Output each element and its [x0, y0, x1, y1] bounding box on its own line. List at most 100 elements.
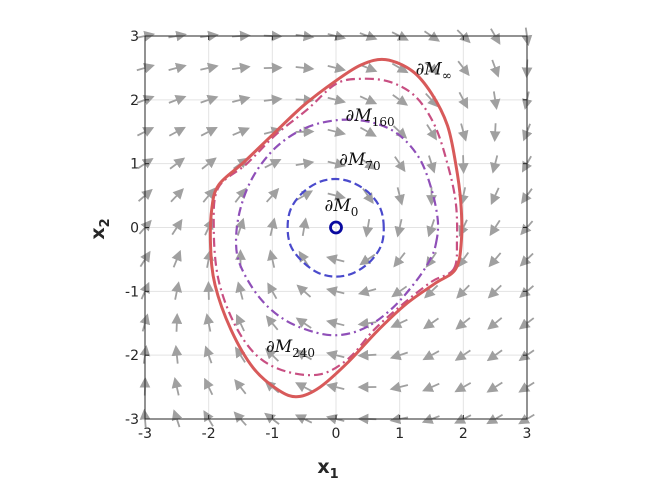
annotation-minf: ∂M∞	[416, 59, 452, 82]
vector-field-arrow	[486, 381, 503, 393]
vector-field-arrow	[488, 252, 502, 268]
y-tick-label: 1	[130, 157, 139, 173]
vector-field-arrow	[232, 126, 250, 137]
vector-field-arrow	[171, 344, 183, 364]
vector-field-arrow	[296, 284, 312, 298]
vector-field-arrow	[425, 92, 439, 108]
annotation-m240: ∂M240	[266, 337, 315, 360]
vector-field-arrow	[489, 91, 501, 111]
vector-field-arrow	[326, 318, 345, 329]
vector-field-arrow	[490, 155, 501, 174]
vector-field-arrow	[424, 61, 440, 75]
vector-field-arrow	[391, 62, 409, 74]
vector-field-arrow	[327, 190, 346, 201]
vector-field-arrow	[389, 381, 409, 393]
curve-m0	[286, 177, 385, 278]
vector-field-arrow	[264, 158, 282, 169]
y-tick-label: -2	[125, 348, 139, 364]
vector-field-arrow	[426, 124, 437, 141]
vector-field-arrow	[457, 60, 470, 77]
vector-field-arrow	[454, 349, 471, 361]
vector-field-arrow	[202, 187, 216, 203]
y-tick-label: 0	[130, 221, 139, 237]
vector-field-arrow	[357, 286, 377, 297]
vector-field-arrow	[232, 94, 251, 106]
vector-field-arrow	[456, 284, 470, 299]
vector-field-arrow	[426, 155, 437, 174]
vector-field-arrow	[201, 157, 217, 170]
vector-field-arrow	[203, 345, 214, 364]
vector-field-arrow	[267, 249, 278, 268]
vector-field-arrow	[393, 252, 406, 268]
vector-field-arrow	[295, 317, 312, 329]
vector-field-arrow	[295, 158, 315, 170]
vector-field-arrow	[357, 349, 377, 361]
x-tick-label: -1	[265, 426, 279, 442]
vector-field-arrow	[457, 123, 469, 142]
annotation-m70: ∂M70	[339, 150, 380, 173]
vector-field-arrow	[422, 381, 440, 392]
vector-field-arrow	[357, 317, 377, 329]
y-tick-label: -1	[125, 284, 139, 300]
annotation-m0: ∂M0	[325, 196, 359, 219]
vector-field-arrow	[327, 126, 346, 137]
level-set-curves	[208, 57, 464, 399]
vector-field-arrow	[327, 94, 346, 105]
vector-field-arrow	[489, 123, 501, 143]
vector-field-arrow	[295, 349, 312, 361]
vector-field-arrow	[203, 313, 215, 332]
vector-field-arrow	[234, 378, 247, 395]
vector-field-arrow	[200, 94, 219, 106]
vector-field-arrow	[235, 281, 246, 300]
vector-field-arrow	[490, 187, 501, 205]
curve-minf	[208, 57, 464, 399]
vector-field-arrow	[394, 156, 406, 173]
vector-field-arrow	[326, 286, 345, 297]
equilibrium-marker	[329, 220, 343, 235]
vector-field-arrow	[486, 349, 503, 362]
vector-field-arrow	[487, 284, 502, 299]
vector-field-arrow	[168, 126, 186, 137]
annotation-m160: ∂M160	[346, 106, 395, 129]
curve-annotations: ∂M∞ ∂M160 ∂M70 ∂M0 ∂M240	[266, 59, 452, 360]
y-tick-label: 2	[130, 93, 139, 109]
vector-field-arrow	[359, 94, 378, 105]
vector-field-arrow	[362, 188, 374, 205]
vector-field-arrow	[298, 250, 310, 268]
vector-field-arrow	[487, 317, 503, 330]
y-tick-label: 3	[130, 29, 139, 45]
vector-field-arrow	[265, 187, 280, 203]
curve-m160	[212, 77, 459, 377]
vector-field-arrow	[264, 347, 280, 362]
vector-field-arrow	[200, 62, 219, 74]
vector-field-arrow	[267, 282, 278, 300]
vector-field-arrow	[326, 381, 345, 393]
vector-field-arrow	[362, 218, 374, 238]
y-axis-label: x2	[87, 218, 113, 239]
vector-field-arrow	[168, 62, 187, 74]
vector-field-arrow	[359, 253, 376, 266]
vector-field-arrow	[360, 157, 377, 170]
vector-field-arrow	[327, 158, 346, 169]
vector-field-arrow	[170, 188, 184, 203]
vector-field-arrow	[389, 349, 409, 361]
vector-field-arrow	[489, 219, 501, 237]
vector-field-arrow	[298, 217, 310, 237]
vector-field-arrow	[489, 59, 501, 78]
vector-field-arrow	[394, 187, 405, 206]
vector-field-arrow	[263, 94, 283, 106]
vector-field-arrow	[171, 281, 183, 300]
vector-field-arrow	[394, 219, 406, 238]
x-tick-label: 0	[332, 426, 341, 442]
vector-field-arrow	[455, 317, 471, 330]
vector-field-arrow	[265, 315, 279, 331]
x-tick-label: -3	[138, 426, 152, 442]
vector-field-arrow	[171, 218, 183, 236]
vector-field-arrow	[327, 62, 346, 74]
vector-field-arrow	[235, 217, 246, 236]
vector-field-arrow	[295, 382, 313, 393]
vector-field-arrow	[169, 157, 186, 170]
vector-field-arrow	[392, 125, 408, 139]
vector-field-arrow	[171, 312, 183, 332]
